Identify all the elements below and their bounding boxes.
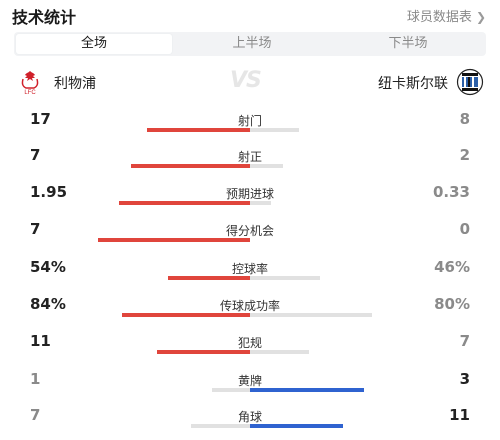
stat-row-fouls: 11 犯规 7 [0, 332, 500, 362]
stat-label: 犯规 [237, 336, 262, 350]
home-value: 7 [30, 146, 41, 164]
stat-label: 控球率 [231, 262, 268, 276]
away-bar [250, 350, 309, 354]
home-bar [168, 276, 250, 280]
stat-label: 预期进球 [225, 187, 274, 201]
away-team-name: 纽卡斯尔联 [378, 76, 448, 92]
home-value: 1.95 [30, 183, 68, 201]
away-value: 80% [434, 295, 470, 313]
stat-row-expected-goals: 1.95 预期进球 0.33 [0, 183, 500, 213]
period-tabs: 全场 上半场 下半场 [14, 32, 486, 56]
stat-label: 射正 [237, 150, 262, 164]
away-bar [250, 388, 364, 392]
stat-row-possession: 54% 控球率 46% [0, 258, 500, 288]
home-value: 17 [30, 110, 51, 128]
away-bar [250, 201, 271, 205]
away-value: 3 [459, 370, 470, 388]
away-bar [250, 424, 343, 428]
home-bar [119, 201, 250, 205]
page-title: 技术统计 [12, 8, 77, 27]
liverpool-crest-icon: LFC [21, 71, 39, 95]
stat-label: 黄牌 [237, 374, 262, 388]
newcastle-crest-icon [456, 68, 484, 96]
away-value: 46% [434, 258, 470, 276]
svg-text:LFC: LFC [24, 90, 36, 95]
stat-label: 传球成功率 [219, 299, 280, 313]
player-stats-link[interactable]: 球员数据表 ❯ [407, 6, 486, 25]
home-value: 84% [30, 295, 66, 313]
stats-header: 技术统计 球员数据表 ❯ [0, 0, 500, 30]
away-bar [250, 128, 299, 132]
home-bar [131, 164, 250, 168]
away-value: 11 [449, 406, 470, 424]
away-value: 0 [459, 220, 470, 238]
away-value: 7 [459, 332, 470, 350]
stat-row-shots: 17 射门 8 [0, 110, 500, 140]
chevron-right-icon: ❯ [475, 10, 486, 24]
player-stats-link-label: 球员数据表 [406, 10, 472, 25]
stat-row-yellow-cards: 1 黄牌 3 [0, 370, 500, 400]
stat-label: 射门 [237, 114, 262, 128]
home-bar [122, 313, 250, 317]
home-bar [212, 388, 250, 392]
home-value: 1 [30, 370, 41, 388]
home-value: 54% [30, 258, 66, 276]
stat-row-corners: 7 角球 11 [0, 406, 500, 436]
home-bar [147, 128, 250, 132]
stat-label: 角球 [237, 410, 262, 424]
stat-label: 得分机会 [225, 224, 274, 238]
home-bar [157, 350, 250, 354]
tab-second-half[interactable]: 下半场 [388, 36, 428, 51]
stat-row-pass-accuracy: 84% 传球成功率 80% [0, 295, 500, 325]
home-team-name: 利物浦 [54, 76, 96, 92]
away-bar [250, 164, 283, 168]
home-bar [191, 424, 250, 428]
away-bar [250, 276, 320, 280]
away-value: 2 [459, 146, 470, 164]
tab-first-half[interactable]: 上半场 [232, 36, 272, 51]
teams-row: LFC 利物浦 VS 纽卡斯尔联 [0, 62, 500, 102]
away-value: 8 [459, 110, 470, 128]
stat-row-big-chances: 7 得分机会 0 [0, 220, 500, 250]
home-value: 7 [30, 406, 41, 424]
vs-mark: VS [230, 68, 262, 93]
tab-full-match[interactable]: 全场 [16, 34, 172, 54]
away-bar [250, 313, 372, 317]
stat-row-shots-on-target: 7 射正 2 [0, 146, 500, 176]
home-bar [98, 238, 250, 242]
home-value: 7 [30, 220, 41, 238]
away-value: 0.33 [432, 183, 470, 201]
home-value: 11 [30, 332, 51, 350]
